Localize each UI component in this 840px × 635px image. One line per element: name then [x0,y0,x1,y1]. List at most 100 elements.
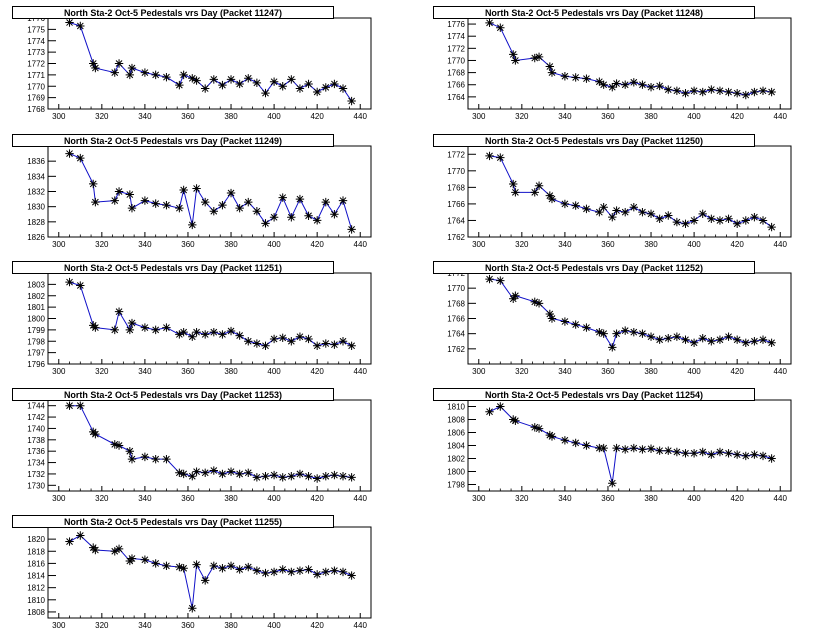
data-point [530,423,539,432]
y-tick-label: 1766 [447,200,465,209]
data-point [192,560,201,569]
x-tick-label: 320 [95,494,109,503]
y-tick-label: 1834 [27,172,45,181]
data-point [534,424,544,433]
x-tick-label: 320 [515,112,529,121]
data-point [534,52,544,62]
data-point [664,334,673,343]
data-point [724,332,733,341]
data-point [312,341,322,350]
plot-frame [47,145,372,238]
data-point [114,59,124,68]
x-tick-label: 340 [138,240,152,249]
data-point [175,80,184,90]
data-point [127,203,137,213]
chart-title: North Sta-2 Oct-5 Pedestals vrs Day (Pac… [12,134,334,147]
data-point [732,335,742,344]
data-point [509,415,518,424]
data-point [140,68,150,77]
chart-panel-9: 300 320 340 360 380 400 420 440 1808 1810 1812 1814… [27,526,372,630]
data-point [672,447,682,457]
data-point [612,443,621,453]
data-point [571,201,580,210]
data-point [312,216,322,225]
x-tick-label: 440 [354,112,368,121]
data-point [612,79,621,88]
x-tick-label: 300 [52,621,66,630]
data-point [192,327,201,337]
data-point [689,338,699,347]
data-point [179,185,188,195]
data-point [179,564,188,573]
x-tick-label: 420 [310,112,324,121]
data-point [179,70,188,80]
data-point [638,445,647,454]
data-point [110,68,119,77]
data-point [582,74,591,83]
data-point [278,333,287,343]
y-tick-label: 1764 [447,330,465,339]
data-point [732,89,742,98]
data-point [741,338,750,347]
x-tick-label: 320 [515,367,529,376]
data-point [321,472,330,481]
data-point [125,325,135,335]
data-point [741,451,750,461]
x-tick-label: 360 [601,494,615,503]
data-point [330,340,339,349]
data-point [638,207,647,217]
data-point [485,151,494,161]
data-point [608,212,617,222]
data-point [252,339,262,348]
data-point [545,62,555,71]
data-point [599,203,608,212]
y-tick-label: 1836 [27,157,45,166]
data-point [347,473,356,482]
data-point [338,196,348,205]
y-tick-label: 1769 [27,94,45,103]
data-point [252,207,262,216]
data-point [715,447,725,457]
data-point [496,402,505,411]
data-point [511,416,520,425]
data-point [681,335,690,344]
x-tick-label: 420 [730,240,744,249]
data-point [127,63,137,73]
data-point [689,86,699,95]
data-point [698,87,707,97]
data-point [65,149,74,158]
y-tick-label: 1734 [27,459,45,468]
data-point [758,451,768,461]
data-point [347,96,356,106]
data-point [235,331,244,340]
y-tick-label: 1762 [447,233,465,242]
data-point [261,341,270,350]
data-point [295,84,305,93]
y-tick-label: 1798 [447,481,465,490]
data-point [110,325,119,335]
data-point [162,323,171,332]
data-point [629,443,639,453]
y-tick-label: 1768 [447,183,465,192]
data-point [188,332,197,341]
data-point [188,604,197,613]
data-point [638,80,647,89]
data-point [218,469,227,479]
data-point [91,323,100,332]
data-point [732,219,742,228]
data-point [321,197,330,207]
data-point [235,203,244,213]
data-point [655,446,664,455]
data-point [750,337,759,346]
data-point [218,80,227,90]
data-point [664,446,673,455]
data-point [261,88,270,98]
data-point [530,297,539,307]
y-tick-label: 1768 [27,105,45,114]
data-point [689,449,699,458]
data-point [295,332,305,341]
y-tick-label: 1801 [27,303,45,312]
x-tick-label: 400 [267,494,281,503]
data-point [646,209,656,219]
data-point [547,194,557,204]
